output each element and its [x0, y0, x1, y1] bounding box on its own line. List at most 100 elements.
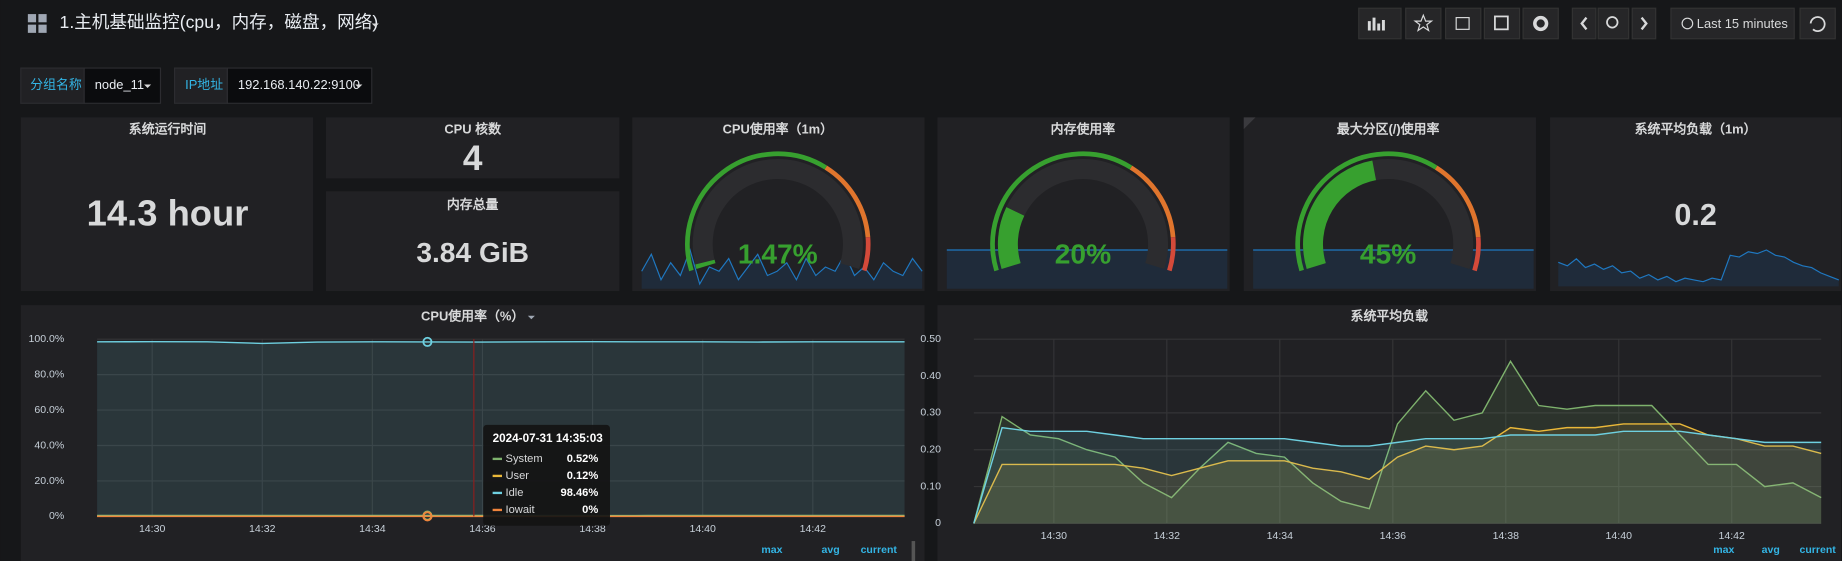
- dropdown-caret: [144, 84, 152, 89]
- x-tick-label: 14:32: [1154, 530, 1181, 542]
- settings-icon: [1533, 15, 1549, 32]
- add-panel-icon: [1367, 17, 1385, 31]
- legend-column-header[interactable]: max: [761, 544, 782, 556]
- variable-value[interactable]: 192.168.140.22:9100: [238, 77, 360, 92]
- panel: [632, 117, 925, 292]
- tooltip-value: 0.52%: [567, 453, 599, 465]
- panel-title: CPU使用率（1m）: [723, 122, 833, 137]
- x-tick-label: 14:36: [469, 523, 496, 535]
- sparkline-area: [641, 249, 923, 289]
- stat-value: 14.3 hour: [87, 193, 249, 234]
- zoom-icon: [1606, 16, 1619, 29]
- panel: [325, 117, 620, 179]
- legend-column-header[interactable]: current: [1799, 544, 1836, 556]
- gauge-value: [997, 207, 1025, 269]
- share-button[interactable]: [1445, 7, 1482, 40]
- star-button[interactable]: [1405, 7, 1442, 40]
- y-tick-label: 0.10: [920, 480, 941, 492]
- gauge-threshold: [1434, 165, 1481, 238]
- tooltip-series-name: System: [506, 453, 543, 465]
- dashboard-icon[interactable]: [27, 14, 47, 33]
- variable-value[interactable]: node_11: [95, 77, 144, 92]
- dashboard-title[interactable]: 1.主机基础监控(cpu，内存，磁盘，网络): [60, 12, 379, 32]
- legend-column-header[interactable]: current: [861, 544, 898, 556]
- stat-value: 0.2: [1674, 198, 1716, 232]
- gauge-threshold: [685, 151, 828, 272]
- x-tick-label: 14:34: [1267, 530, 1294, 542]
- back-icon: [1580, 16, 1588, 31]
- y-tick-label: 0.50: [920, 333, 941, 345]
- gauge-threshold: [824, 165, 871, 238]
- tooltip: [483, 424, 610, 526]
- variable-label: 分组名称: [30, 77, 82, 92]
- y-tick-label: 0.20: [920, 444, 941, 456]
- series-area: [973, 427, 1822, 524]
- panel-title: 最大分区(/)使用率: [1337, 122, 1440, 137]
- x-tick-label: 14:40: [689, 523, 716, 535]
- y-tick-label: 100.0%: [28, 333, 64, 345]
- variable-dropdown[interactable]: [226, 67, 373, 104]
- time-range[interactable]: Last 15 minutes: [1697, 16, 1788, 31]
- panel-menu-caret[interactable]: [527, 315, 535, 320]
- gauge-threshold: [1129, 165, 1176, 238]
- x-tick-label: 14:38: [579, 523, 606, 535]
- refresh-button[interactable]: [1799, 7, 1836, 40]
- toolbar: Last 15 minutes: [1358, 7, 1836, 40]
- x-tick-label: 14:30: [1041, 530, 1068, 542]
- back-button[interactable]: [1571, 7, 1597, 40]
- y-tick-label: 80.0%: [34, 368, 64, 380]
- series-line: [973, 423, 1822, 524]
- y-tick-label: 0.40: [920, 370, 941, 382]
- x-tick-label: 14:42: [1719, 530, 1746, 542]
- variable-label-box: [173, 67, 228, 104]
- panel-info-corner: [1243, 117, 1256, 130]
- panel-title: CPU使用率（%）: [421, 308, 524, 323]
- variable-label: IP地址: [185, 77, 223, 92]
- save-button[interactable]: [1483, 7, 1521, 40]
- dropdown-caret: [355, 84, 363, 89]
- x-tick-label: 14:40: [1606, 530, 1633, 542]
- sparkline-area: [1558, 249, 1839, 287]
- y-tick-label: 0%: [49, 510, 64, 522]
- y-tick-label: 20.0%: [34, 475, 64, 487]
- panel-title: 系统运行时间: [129, 122, 207, 137]
- variables: 分组名称 node_11 IP地址 192.168.140.22:9100: [20, 67, 373, 104]
- gauge-threshold: [1295, 151, 1438, 272]
- legend-column-header[interactable]: avg: [822, 544, 840, 556]
- panel-title: 内存使用率: [1051, 122, 1116, 137]
- x-tick-label: 14:36: [1380, 530, 1407, 542]
- refresh-icon: [1809, 16, 1826, 32]
- gauge-value-label: 1.47%: [738, 238, 818, 269]
- tooltip-value: 0%: [582, 504, 598, 516]
- series-line: [97, 340, 905, 345]
- forward-button[interactable]: [1631, 7, 1657, 40]
- legend-column-header[interactable]: avg: [1762, 544, 1780, 556]
- zoom-button[interactable]: [1597, 7, 1630, 40]
- settings-button[interactable]: [1522, 7, 1559, 40]
- panel: [20, 117, 314, 292]
- time-picker[interactable]: [1670, 7, 1795, 40]
- panel: [325, 191, 620, 292]
- y-tick-label: 0: [935, 517, 941, 529]
- y-tick-label: 0.30: [920, 407, 941, 419]
- panel-title: 系统平均负载: [1351, 308, 1429, 323]
- forward-icon: [1640, 16, 1648, 31]
- gauge-threshold: [990, 151, 1133, 272]
- x-tick-label: 14:38: [1493, 530, 1520, 542]
- panel-title: CPU 核数: [444, 122, 501, 137]
- title-caret[interactable]: [371, 23, 379, 27]
- star-icon: [1413, 13, 1434, 32]
- series-area: [973, 423, 1822, 524]
- share-icon: [1455, 17, 1470, 30]
- tooltip-series-name: Idle: [506, 487, 524, 499]
- stat-value: 3.84 GiB: [416, 237, 529, 268]
- tooltip-time: 2024-07-31 14:35:03: [493, 432, 604, 445]
- legend-column-header[interactable]: max: [1713, 544, 1734, 556]
- tooltip-series-name: Iowait: [506, 504, 536, 516]
- x-tick-label: 14:42: [800, 523, 827, 535]
- panels: [20, 117, 1842, 561]
- x-tick-label: 14:32: [249, 523, 276, 535]
- gauge-value: [1303, 160, 1377, 269]
- gauge-threshold: [1167, 237, 1176, 272]
